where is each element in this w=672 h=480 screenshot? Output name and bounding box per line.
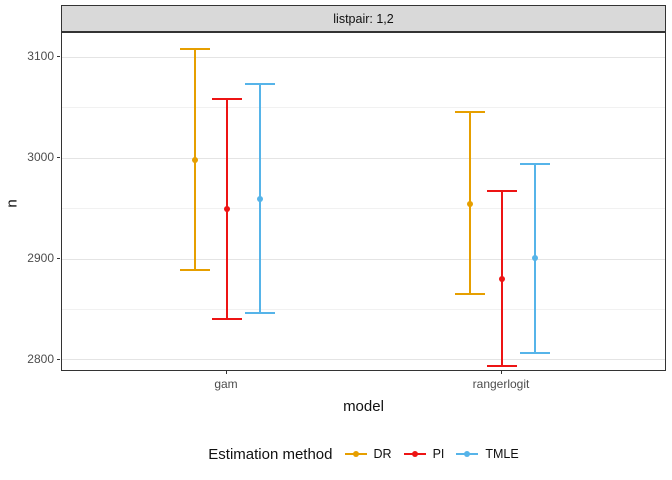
- gridline-major: [62, 359, 665, 361]
- y-axis-title: n: [3, 199, 21, 208]
- errorbar-cap-bottom-PI: [212, 317, 242, 320]
- y-tick-label: 3000: [27, 150, 54, 165]
- errorbar-cap-bottom-TMLE: [244, 312, 275, 315]
- legend-title: Estimation method: [208, 445, 333, 463]
- legend-item-label: TMLE: [485, 447, 519, 461]
- x-axis-tick: [501, 371, 502, 374]
- errorbar-cap-top-PI: [212, 97, 242, 100]
- y-axis-tick: [57, 258, 60, 259]
- legend-key-dot: [352, 451, 359, 457]
- errorbar-cap-top-TMLE: [519, 163, 550, 166]
- plot-panel: [61, 32, 666, 371]
- y-axis-tick: [57, 157, 60, 159]
- y-axis-tick: [57, 358, 60, 360]
- errorbar-cap-top-PI: [487, 190, 517, 193]
- errorbar-cap-top-DR: [179, 48, 210, 51]
- legend-item-PI: PI: [403, 447, 445, 461]
- legend-key-dot: [464, 451, 471, 457]
- x-tick-label: rangerlogit: [472, 377, 530, 391]
- errorbar-cap-bottom-TMLE: [519, 351, 550, 354]
- x-tick-label: gam: [214, 377, 238, 391]
- errorbar-cap-bottom-DR: [454, 293, 485, 296]
- legend-key-PI: [403, 447, 426, 461]
- gridline-minor: [62, 208, 665, 210]
- point-PI-gam: [224, 205, 230, 212]
- y-tick-label: 3100: [27, 49, 54, 64]
- point-DR-gam: [191, 157, 198, 164]
- gridline-minor: [62, 308, 665, 310]
- legend-key-dot: [411, 451, 418, 457]
- x-axis-tick: [226, 371, 227, 374]
- point-DR-rangerlogit: [466, 200, 473, 207]
- gridline-minor: [62, 107, 665, 109]
- point-TMLE-gam: [256, 196, 263, 203]
- gridline-major: [62, 56, 665, 58]
- x-axis-title: model: [343, 398, 384, 415]
- legend: Estimation method DR PI TMLE: [61, 438, 666, 470]
- y-tick-label: 2800: [27, 351, 54, 366]
- point-TMLE-rangerlogit: [531, 254, 538, 261]
- errorbar-cap-bottom-DR: [179, 269, 210, 272]
- legend-item-label: PI: [432, 447, 445, 461]
- legend-item-DR: DR: [344, 447, 392, 461]
- legend-item-label: DR: [373, 447, 392, 461]
- y-tick-label: 2900: [27, 251, 54, 265]
- errorbar-cap-top-TMLE: [244, 83, 275, 86]
- legend-key-DR: [344, 447, 367, 461]
- gridline-major: [62, 258, 665, 260]
- y-axis-tick: [57, 56, 60, 58]
- legend-item-TMLE: TMLE: [456, 447, 519, 461]
- legend-key-TMLE: [456, 447, 479, 461]
- facet-strip-label: listpair: 1,2: [333, 11, 394, 26]
- facet-strip: listpair: 1,2: [61, 5, 666, 32]
- errorbar-cap-bottom-PI: [487, 364, 517, 367]
- point-PI-rangerlogit: [499, 276, 505, 283]
- gridline-major: [62, 157, 665, 159]
- errorbar-cap-top-DR: [454, 110, 485, 113]
